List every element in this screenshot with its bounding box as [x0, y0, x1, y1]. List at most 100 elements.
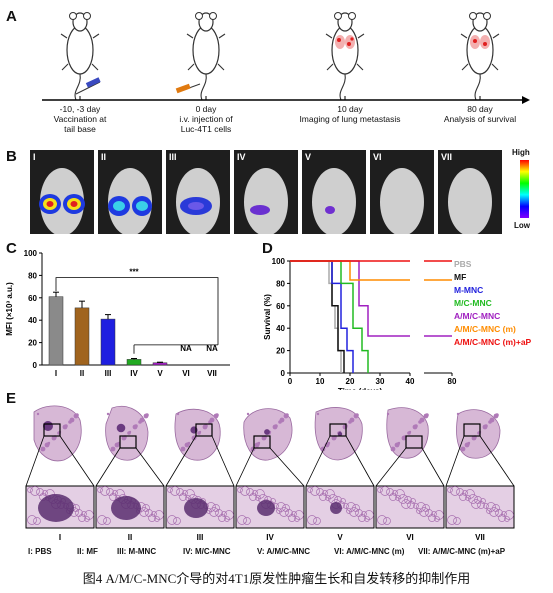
alveolus	[246, 488, 254, 496]
alveolus	[486, 508, 492, 514]
alveolus	[346, 508, 352, 514]
tissue-spot	[68, 420, 72, 424]
alveolus	[100, 486, 110, 496]
survival-chart: 0 20 40 60 80 100 0 10 20 30 40 80 Survival (%) Time …	[263, 257, 532, 390]
alveolus	[386, 488, 394, 496]
alveolus	[316, 488, 324, 496]
panel-label-a: A	[6, 8, 17, 25]
scale-high-label: High	[512, 148, 530, 157]
tissue-spot	[331, 437, 335, 441]
tumor-nodule	[116, 423, 126, 433]
alveolus	[240, 486, 250, 496]
lung-section	[33, 405, 82, 462]
magnified-section	[235, 485, 305, 529]
zoom-line	[345, 435, 375, 487]
alveolus	[185, 489, 195, 499]
bar	[152, 362, 168, 366]
tissue-spot	[44, 442, 50, 448]
alveolus	[395, 489, 405, 499]
tumor-nodule	[264, 429, 270, 435]
timeline-step: 10 day Imaging of lung metastasis	[299, 104, 401, 124]
zoom-line	[95, 447, 121, 487]
alveolus	[154, 510, 164, 520]
bioluminescence-image: II	[98, 150, 162, 234]
bar	[48, 296, 64, 366]
tissue-spot	[132, 424, 138, 430]
lung-section	[456, 409, 501, 459]
tissue-spot	[464, 442, 470, 448]
y-tick-label: 40	[28, 316, 37, 325]
alveolus	[419, 507, 429, 517]
alveolus	[224, 516, 230, 522]
bar	[100, 318, 116, 366]
color-scale-bar	[520, 160, 529, 218]
legend-item: VI: A/M/C-MNC (m)	[334, 547, 405, 556]
tissue-spot	[138, 420, 142, 424]
alveolus	[401, 499, 411, 509]
alveolus	[313, 517, 321, 525]
legend-item: VII: A/M/C-MNC (m)+aP	[418, 547, 506, 556]
x-tick-label: 30	[376, 377, 385, 386]
y-axis-label: Survival (%)	[263, 294, 272, 340]
alveolus	[243, 517, 251, 525]
alveolus	[447, 515, 457, 525]
alveolus	[167, 515, 177, 525]
tissue-spot	[176, 412, 180, 416]
x-tick-label: 20	[346, 377, 355, 386]
timeline-step: 80 day Analysis of survival	[443, 104, 517, 124]
legend-label: M/C-MNC	[454, 298, 492, 308]
tissue-spot	[184, 442, 190, 448]
tissue-spot	[73, 413, 79, 419]
alveolus	[237, 515, 247, 525]
tissue-spot	[493, 413, 499, 419]
legend-label: A/M/C-MNC	[454, 311, 500, 321]
lung-tissue	[174, 408, 221, 461]
lung-section	[314, 407, 363, 461]
tissue-spot	[197, 431, 201, 435]
lung-tissue	[105, 406, 149, 461]
significance-label: ***	[129, 268, 139, 277]
tissue-spot	[488, 420, 492, 424]
lung-section	[174, 408, 221, 461]
alveolus	[282, 504, 290, 512]
y-tick-label: 20	[276, 347, 285, 356]
tissue-spot	[390, 448, 394, 452]
zoom-box	[463, 423, 481, 437]
tissue-spot	[482, 424, 488, 430]
x-tick-label: I	[55, 369, 57, 378]
y-tick-label: 60	[28, 294, 37, 303]
y-tick-label: 80	[276, 279, 285, 288]
magnified-section	[165, 485, 235, 529]
legend-label: A/M/C-MNC (m)+aP	[454, 337, 532, 347]
alveolus	[383, 517, 391, 525]
x-tick-label: 10	[316, 377, 325, 386]
alveolus	[30, 486, 40, 496]
alveolus	[377, 487, 383, 493]
tissue-spot	[261, 437, 265, 441]
tissue-spot	[401, 437, 405, 441]
alveolus	[450, 486, 460, 496]
tissue-spot	[114, 442, 120, 448]
tissue-spot	[460, 448, 464, 452]
alveolus	[422, 504, 430, 512]
na-label: NA	[206, 344, 218, 353]
alveolus	[346, 502, 356, 512]
tissue-spot	[283, 413, 289, 419]
x-tick-label: IV	[130, 369, 138, 378]
group-label: III	[197, 533, 204, 542]
significance-bracket	[55, 277, 219, 354]
alveolus	[97, 487, 103, 493]
alveolus	[474, 496, 482, 504]
alveolus	[456, 488, 464, 496]
tissue-spot	[40, 448, 44, 452]
zoom-line	[165, 435, 197, 487]
alveolus	[364, 516, 370, 522]
alveolus	[294, 516, 300, 522]
tumor-region	[330, 502, 342, 514]
zoom-line	[445, 435, 465, 487]
tissue-spot	[213, 413, 219, 419]
alveolus	[410, 498, 416, 504]
syringe-icon	[75, 77, 101, 95]
timeline-step: 0 day i.v. injection of Luc-4T1 cells	[179, 104, 233, 134]
